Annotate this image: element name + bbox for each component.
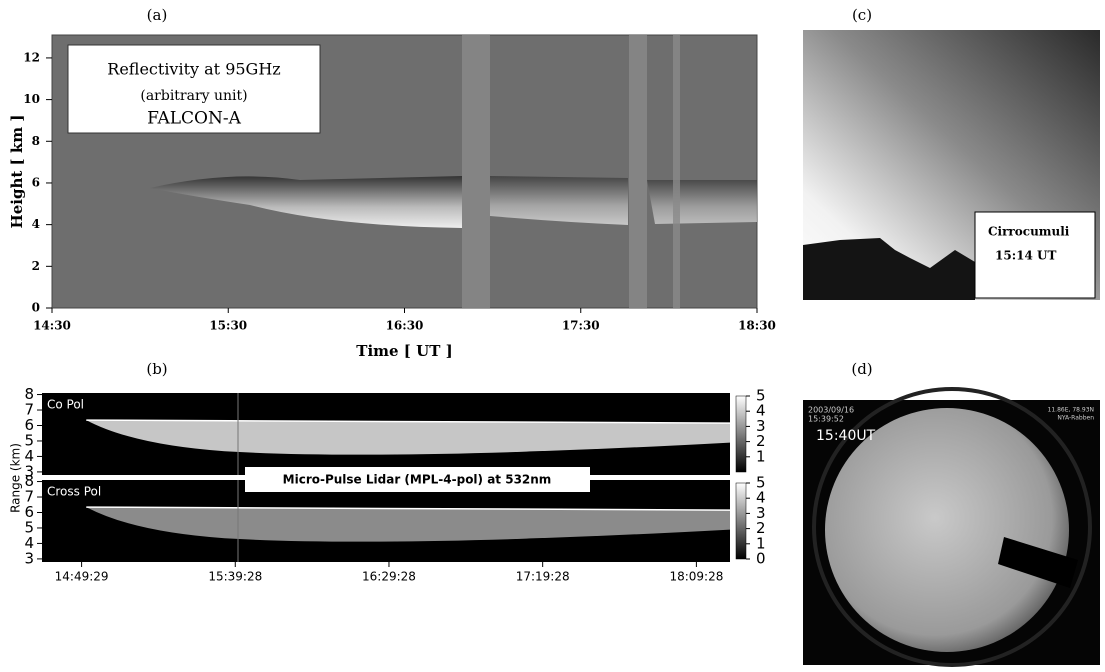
cloud-echo — [647, 180, 757, 224]
colorbar-tick-label: 4 — [756, 402, 766, 420]
lens-ring — [812, 387, 1092, 667]
colorbar-tick-label: 2 — [756, 519, 766, 537]
x-tick-label: 17:19:28 — [516, 570, 570, 584]
y-tick-label: 7 — [24, 488, 34, 506]
y-axis-label: Height [ km ] — [8, 115, 26, 229]
chart-title: Micro-Pulse Lidar (MPL-4-pol) at 532nm — [283, 473, 552, 487]
overlay-text: 2003/09/16 — [808, 406, 854, 415]
y-tick-label: 8 — [24, 385, 34, 403]
y-tick-label: 5 — [24, 518, 34, 536]
x-tick-label: 18:09:28 — [669, 570, 723, 584]
colorbar-tick-label: 3 — [756, 504, 766, 522]
y-tick-label: 4 — [32, 217, 40, 231]
panel-label: (c) — [852, 6, 872, 24]
legend-text: (arbitrary unit) — [140, 88, 247, 104]
colorbar-tick-label: 3 — [756, 417, 766, 435]
x-axis-label: Time [ UT ] — [356, 342, 452, 360]
overlay-text: 15:39:52 — [808, 415, 844, 424]
y-tick-label: 4 — [24, 447, 34, 465]
data-gap — [673, 35, 680, 308]
y-tick-label: 8 — [32, 134, 40, 148]
x-tick-label: 15:39:28 — [208, 570, 262, 584]
panel-label: (d) — [851, 360, 872, 378]
y-tick-label: 4 — [24, 534, 34, 552]
y-tick-label: 10 — [23, 92, 40, 106]
data-gap — [629, 35, 647, 308]
legend-box — [67, 44, 321, 134]
overlay-text: 11.86E, 78.93N — [1048, 407, 1094, 414]
y-tick-label: 7 — [24, 401, 34, 419]
x-tick-label: 17:30 — [562, 319, 600, 333]
photo-time: 15:40UT — [816, 428, 876, 444]
legend-text: Reflectivity at 95GHz — [107, 60, 280, 79]
title-box — [245, 467, 590, 492]
x-tick-label: 14:30 — [33, 319, 71, 333]
cloud-echo — [490, 176, 628, 225]
caption-box — [974, 211, 1096, 299]
y-tick-label: 8 — [24, 472, 34, 490]
colorbar-tick-label: 1 — [756, 534, 766, 552]
cloud-top — [86, 506, 731, 511]
panel-label: (a) — [147, 6, 168, 24]
colorbar-tick-label: 5 — [756, 387, 766, 405]
colorbar-tick-label: 0 — [756, 550, 766, 568]
y-axis-label: Range (km) — [9, 443, 23, 513]
y-tick-label: 0 — [32, 301, 40, 315]
y-tick-label: 3 — [24, 462, 34, 480]
x-tick-label: 14:49:29 — [55, 570, 109, 584]
y-tick-label: 5 — [24, 431, 34, 449]
colorbar-tick-label: 5 — [756, 474, 766, 492]
shadow-band — [998, 537, 1078, 588]
subplot-name: Co Pol — [47, 398, 84, 412]
cloud-top — [86, 419, 731, 424]
x-tick-label: 15:30 — [209, 319, 247, 333]
caption-line: Cirrocumuli — [988, 225, 1070, 239]
sky-dome — [825, 408, 1069, 652]
y-tick-label: 6 — [24, 503, 34, 521]
x-tick-label: 16:29:28 — [362, 570, 416, 584]
caption-line: 15:14 UT — [995, 249, 1056, 263]
cloud-return — [86, 420, 731, 455]
cloud-echo — [150, 176, 462, 228]
overlay-text: NYA-Rabben — [1057, 415, 1094, 422]
colorbar-tick-label: 2 — [756, 432, 766, 450]
y-tick-label: 2 — [32, 259, 40, 273]
colorbar-tick-label: 1 — [756, 447, 766, 465]
colorbar — [735, 395, 747, 473]
y-tick-label: 6 — [24, 416, 34, 434]
subplot-name: Cross Pol — [47, 485, 101, 499]
x-tick-label: 18:30 — [738, 319, 776, 333]
x-tick-label: 16:30 — [386, 319, 424, 333]
y-tick-label: 3 — [24, 549, 34, 567]
y-tick-label: 12 — [23, 50, 40, 64]
colorbar-tick-label: 4 — [756, 489, 766, 507]
data-gap — [462, 35, 490, 308]
cloud-return — [86, 507, 731, 542]
colorbar — [735, 482, 747, 560]
panel-label: (b) — [146, 360, 167, 378]
y-tick-label: 6 — [32, 175, 40, 189]
building-silhouette — [803, 238, 975, 300]
legend-text: FALCON-A — [147, 109, 241, 129]
